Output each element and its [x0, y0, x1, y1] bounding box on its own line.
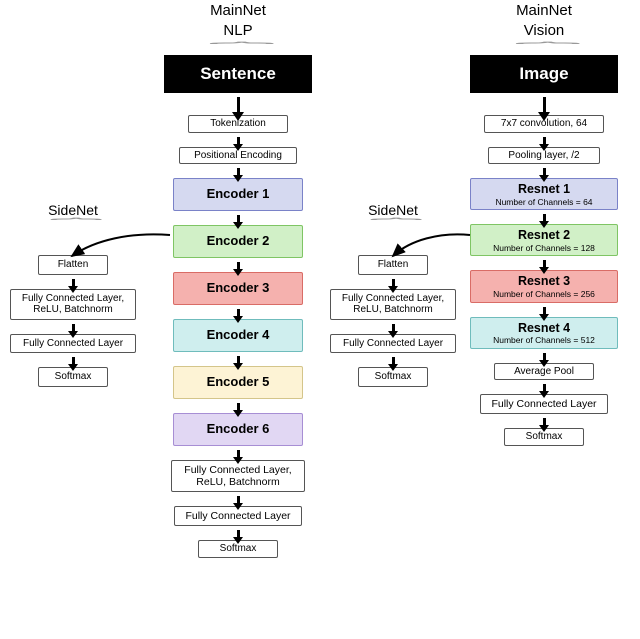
sidenet-vision-fc-relu-bn-box: Fully Connected Layer, ReLU, Batchnorm [330, 289, 456, 320]
vision-title-sub: Vision [516, 22, 572, 40]
encoder-stack: Encoder 1 Encoder 2 Encoder 3 Encoder 4 Enco… [173, 178, 303, 460]
mainnet-nlp-column: MainNet NLP ⏞ Sentence Tokenization Posi… [158, 2, 318, 558]
mainnet-vision-column: MainNet Vision ⏞ Image 7x7 convolution, … [460, 2, 628, 446]
nlp-title: MainNet NLP [210, 2, 266, 40]
sidenet-nlp-column: SideNet ⏞ Flatten Fully Connected Layer,… [8, 202, 138, 387]
nlp-title-top: MainNet [210, 2, 266, 20]
encoder-box-4: Encoder 4 [173, 319, 303, 352]
sidenet-vision-flatten-box: Flatten [358, 255, 428, 275]
resnet-box-1: Resnet 1Number of Channels = 64 [470, 178, 618, 210]
sidenet-nlp-fc-relu-bn-box: Fully Connected Layer, ReLU, Batchnorm [10, 289, 136, 320]
brace-icon: ⏞ [369, 221, 416, 225]
nlp-fc-relu-bn-box: Fully Connected Layer, ReLU, Batchnorm [171, 460, 305, 492]
resnet-box-3: Resnet 3Number of Channels = 256 [470, 270, 618, 302]
resnet-box-4: Resnet 4Number of Channels = 512 [470, 317, 618, 349]
nlp-input-box: Sentence [164, 55, 312, 93]
brace-icon: ⏞ [514, 45, 573, 49]
vision-title: MainNet Vision [516, 2, 572, 40]
resnet-stack: Resnet 1Number of Channels = 64 Resnet 2N… [470, 178, 618, 363]
encoder-box-1: Encoder 1 [173, 178, 303, 211]
vision-input-box: Image [470, 55, 618, 93]
sidenet-vision-title: SideNet [368, 202, 418, 218]
brace-icon: ⏞ [49, 221, 96, 225]
encoder-box-6: Encoder 6 [173, 413, 303, 446]
resnet-box-2: Resnet 2Number of Channels = 128 [470, 224, 618, 256]
encoder-box-2: Encoder 2 [173, 225, 303, 258]
brace-icon: ⏞ [208, 45, 267, 49]
sidenet-nlp-title: SideNet [48, 202, 98, 218]
encoder-box-5: Encoder 5 [173, 366, 303, 399]
vision-title-top: MainNet [516, 2, 572, 20]
sidenet-nlp-flatten-box: Flatten [38, 255, 108, 275]
sidenet-vision-column: SideNet ⏞ Flatten Fully Connected Layer,… [328, 202, 458, 387]
encoder-box-3: Encoder 3 [173, 272, 303, 305]
nlp-title-sub: NLP [210, 22, 266, 40]
